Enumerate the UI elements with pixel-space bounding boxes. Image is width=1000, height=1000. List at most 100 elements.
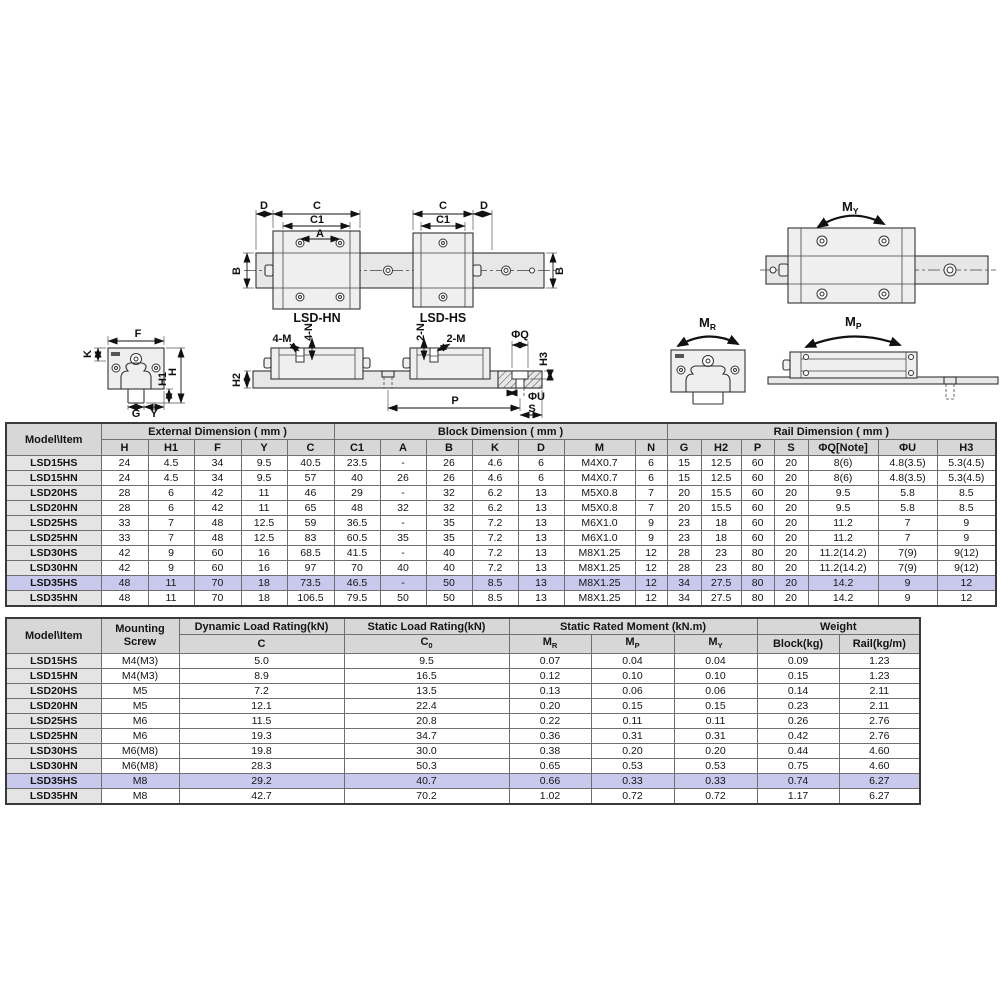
dim-label-phiu: ΦU: [528, 391, 545, 403]
value-cell: 97: [286, 560, 335, 576]
value-cell: 11.5: [178, 713, 345, 730]
value-cell: 19.8: [178, 743, 345, 760]
value-cell: 4.60: [838, 758, 921, 775]
dim-label-phiq: ΦQ: [511, 329, 529, 341]
table-row[interactable]: LSD35HS 48 11 70 18 73.5 46.5-50 8.5 13 M8X1.25 12…: [5, 575, 997, 591]
table-row[interactable]: LSD30HN M6(M8) 28.3 50.3 0.65 0.53 0.53 0.75 4.6…: [5, 758, 921, 775]
value-cell: M8X1.25: [563, 545, 636, 561]
value-cell: 20: [773, 500, 809, 516]
value-cell: 0.07: [508, 653, 592, 670]
value-cell: 70: [333, 560, 381, 576]
value-cell: 48: [100, 590, 149, 607]
value-cell: 12: [634, 590, 668, 607]
value-cell: 12: [634, 575, 668, 591]
moment-y-label: MY: [842, 199, 859, 216]
value-cell: 0.31: [590, 728, 675, 745]
side-view-drawing: 4-M 4-N 2-N 2-M ΦQ H3 H2 ΦU P S: [231, 323, 554, 419]
table-row[interactable]: LSD30HN 42 9 60 16 97 70 40 40 7.2 13 M8X1.25 12 28 23…: [5, 560, 997, 576]
value-cell: 9.5: [807, 485, 879, 501]
moment-r-label: MR: [699, 315, 716, 332]
value-cell: 22.4: [343, 698, 510, 715]
table-row[interactable]: LSD20HS M5 7.2 13.5 0.13 0.06 0.06 0.14 2.11: [5, 683, 921, 700]
value-cell: 9.5: [807, 500, 879, 516]
value-cell: 11: [240, 485, 288, 501]
table-row[interactable]: LSD20HN 28 6 42 11 65 48 32 32 6.2 13 M5X0.8 7 20 15.5…: [5, 500, 997, 516]
value-cell: 15: [666, 470, 702, 486]
value-cell: 0.66: [508, 773, 592, 790]
value-cell: -: [379, 455, 427, 471]
value-cell: 59: [286, 515, 335, 531]
table-row[interactable]: LSD25HN M6 19.3 34.7 0.36 0.31 0.31 0.42 2.76: [5, 728, 921, 745]
dim-label-2n: 2-N: [415, 323, 427, 341]
value-cell: 23: [666, 530, 702, 546]
value-cell: 0.33: [590, 773, 675, 790]
table-row[interactable]: LSD15HN M4(M3) 8.9 16.5 0.12 0.10 0.10 0.15 1.23: [5, 668, 921, 685]
table-row[interactable]: LSD15HN 24 4.5 34 9.5 57 40 26 26 4.6 6 M4X0.7 6 15 12…: [5, 470, 997, 486]
value-cell: 0.11: [673, 713, 758, 730]
value-cell: 11.2: [807, 515, 879, 531]
value-cell: 0.04: [673, 653, 758, 670]
table-row[interactable]: LSD30HS M6(M8) 19.8 30.0 0.38 0.20 0.20 0.44 4.6…: [5, 743, 921, 760]
value-cell: 16.5: [343, 668, 510, 685]
value-cell: 35: [425, 515, 473, 531]
value-cell: 13: [517, 500, 565, 516]
value-cell: 15.5: [700, 485, 742, 501]
column-header: H3: [936, 439, 997, 456]
value-cell: 28: [100, 500, 149, 516]
model-cell: LSD20HS: [5, 683, 102, 700]
value-cell: 28: [666, 560, 702, 576]
value-cell: 27.5: [700, 590, 742, 607]
value-cell: 20: [773, 590, 809, 607]
value-cell: 8(6): [807, 455, 879, 471]
corner-header: Model\Item: [5, 422, 102, 456]
value-cell: -: [379, 485, 427, 501]
table-row[interactable]: LSD35HN M8 42.7 70.2 1.02 0.72 0.72 1.17 6.27: [5, 788, 921, 805]
value-cell: 9: [634, 530, 668, 546]
table-row[interactable]: LSD25HN 33 7 48 12.5 83 60.5 35 35 7.2 13 M6X1.0 9 23…: [5, 530, 997, 546]
model-cell: LSD25HS: [5, 713, 102, 730]
table-row[interactable]: LSD35HS M8 29.2 40.7 0.66 0.33 0.33 0.74 6.27: [5, 773, 921, 790]
table-row[interactable]: LSD20HN M5 12.1 22.4 0.20 0.15 0.15 0.23 2.11: [5, 698, 921, 715]
value-cell: 0.44: [756, 743, 840, 760]
group-header-external: External Dimension ( mm ): [100, 422, 335, 440]
table-row[interactable]: LSD20HS 28 6 42 11 46 29-32 6.2 13 M5X0.8 7 20 15.5 6…: [5, 485, 997, 501]
value-cell: 7(9): [877, 545, 938, 561]
value-cell: 41.5: [333, 545, 381, 561]
value-cell: 7.2: [471, 560, 519, 576]
table-row[interactable]: LSD15HS M4(M3) 5.0 9.5 0.07 0.04 0.04 0.09 1.23: [5, 653, 921, 670]
value-cell: M5: [100, 683, 180, 700]
table-row[interactable]: LSD35HN 48 11 70 18 106.5 79.5 50 50 8.5 13 M8X1.25…: [5, 590, 997, 607]
value-cell: 7(9): [877, 560, 938, 576]
value-cell: 60: [740, 500, 775, 516]
corner-header: Model\Item: [5, 617, 102, 655]
model-cell: LSD35HN: [5, 788, 102, 805]
dim-label-b-right: B: [554, 267, 566, 275]
table-row[interactable]: LSD25HS 33 7 48 12.5 59 36.5-35 7.2 13 M6X1.0 9 23 1…: [5, 515, 997, 531]
value-cell: 8.9: [178, 668, 345, 685]
value-cell: 0.15: [673, 698, 758, 715]
column-header: Block(kg): [756, 633, 840, 655]
value-cell: 57: [286, 470, 335, 486]
value-cell: 0.33: [673, 773, 758, 790]
dim-label-4n: 4-N: [303, 323, 315, 341]
value-cell: 18: [700, 530, 742, 546]
value-cell: 20: [773, 470, 809, 486]
value-cell: 42: [100, 560, 149, 576]
column-header: B: [425, 439, 473, 456]
value-cell: 70.2: [343, 788, 510, 805]
value-cell: 32: [425, 500, 473, 516]
table-row[interactable]: LSD15HS 24 4.5 34 9.5 40.5 23.5-26 4.6 6 M4X0.7 6 1…: [5, 455, 997, 471]
value-cell: 60.5: [333, 530, 381, 546]
value-cell: 12: [936, 590, 997, 607]
dim-label-d-left: D: [260, 200, 268, 212]
value-cell: 18: [700, 515, 742, 531]
value-cell: 48: [193, 530, 242, 546]
value-cell: 40: [379, 560, 427, 576]
value-cell: 34: [666, 575, 702, 591]
table-row[interactable]: LSD30HS 42 9 60 16 68.5 41.5-40 7.2 13 M8X1.25 12 2…: [5, 545, 997, 561]
value-cell: 79.5: [333, 590, 381, 607]
value-cell: 7.2: [471, 545, 519, 561]
column-header: H2: [700, 439, 742, 456]
model-cell: LSD15HS: [5, 653, 102, 670]
table-row[interactable]: LSD25HS M6 11.5 20.8 0.22 0.11 0.11 0.26 2.76: [5, 713, 921, 730]
